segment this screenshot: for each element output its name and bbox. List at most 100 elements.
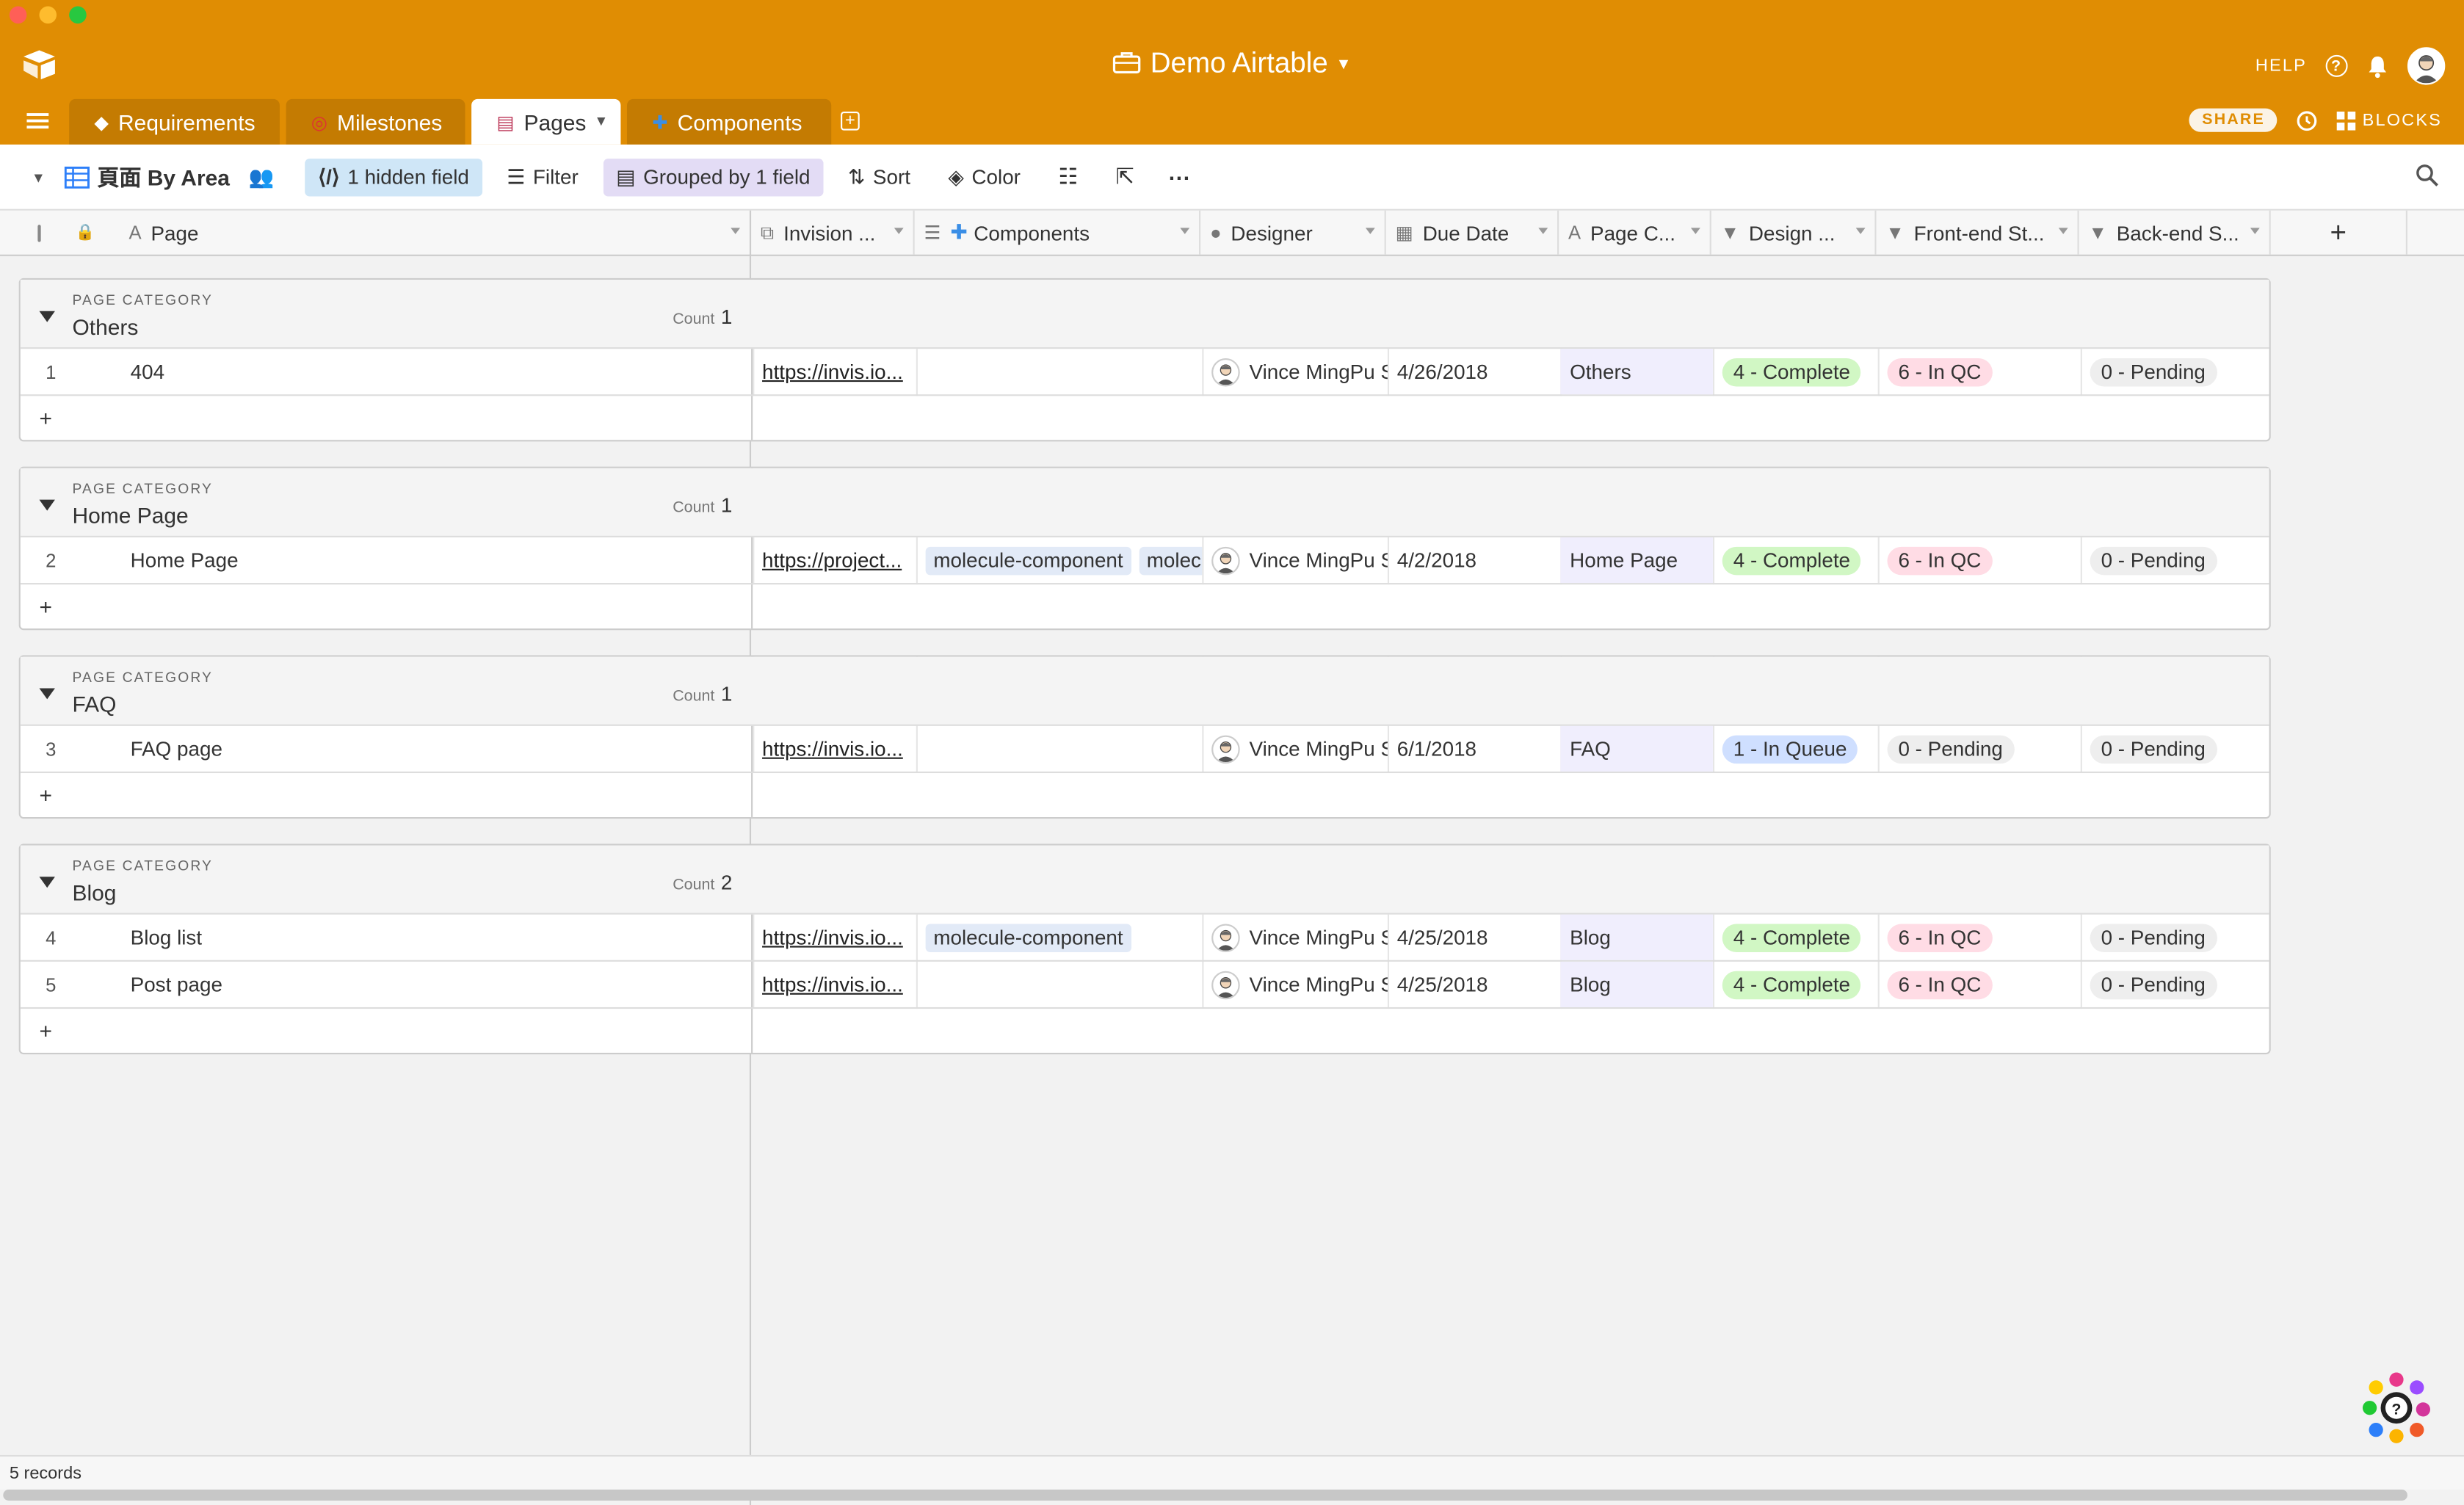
collapse-group-icon[interactable]	[39, 688, 55, 700]
column-menu-icon[interactable]	[2250, 228, 2260, 234]
column-menu-icon[interactable]	[1690, 228, 1700, 234]
invision-link[interactable]: https://invis.io...	[762, 736, 903, 761]
column-menu-icon[interactable]	[2058, 228, 2068, 234]
add-record-icon[interactable]: +	[39, 782, 53, 808]
column-menu-icon[interactable]	[1180, 228, 1190, 234]
cell-designer[interactable]: Vince MingPu Shao	[1202, 915, 1388, 960]
column-menu-icon[interactable]	[1855, 228, 1866, 234]
add-record-icon[interactable]: +	[39, 1018, 53, 1044]
view-switcher[interactable]: 頁面 By Area	[61, 158, 242, 195]
hamburger-menu-icon[interactable]	[26, 112, 49, 131]
group-header[interactable]: PAGE CATEGORY Others Count 1	[20, 279, 2269, 349]
row-height-icon[interactable]: ☷	[1058, 163, 1079, 189]
select-all-checkbox[interactable]	[37, 223, 41, 242]
cell-invision[interactable]: https://invis.io...	[753, 349, 916, 394]
collapse-group-icon[interactable]	[39, 499, 55, 511]
tab-requirements[interactable]: ◆ Requirements	[69, 98, 280, 145]
add-record-row[interactable]: +	[21, 773, 2269, 817]
collapse-group-icon[interactable]	[39, 311, 55, 322]
component-chip[interactable]: molecule-component	[1139, 545, 1203, 575]
cell-frontend[interactable]: 0 - Pending	[1878, 726, 2081, 772]
sort-button[interactable]: ⇅ Sort	[836, 158, 923, 195]
column-menu-icon[interactable]	[1365, 228, 1375, 234]
airtable-logo-icon[interactable]	[22, 48, 57, 80]
maximize-window-button[interactable]	[69, 6, 87, 24]
cell-page[interactable]: 404	[121, 349, 753, 394]
filter-button[interactable]: ☰ Filter	[494, 158, 591, 195]
component-chip[interactable]: molecule-component	[925, 923, 1131, 951]
group-header[interactable]: PAGE CATEGORY FAQ Count 1	[20, 656, 2269, 726]
invision-link[interactable]: https://invis.io...	[762, 360, 903, 384]
cell-design[interactable]: 4 - Complete	[1713, 962, 1878, 1007]
tab-pages[interactable]: ▤ Pages ▼	[471, 98, 621, 145]
cell-invision[interactable]: https://project...	[753, 537, 916, 583]
cell-designer[interactable]: Vince MingPu Shao	[1202, 349, 1388, 394]
search-icon[interactable]	[2416, 164, 2439, 187]
cell-components[interactable]	[916, 962, 1203, 1007]
cell-components[interactable]	[916, 726, 1203, 772]
cell-category[interactable]: Home Page	[1560, 537, 1713, 584]
group-header[interactable]: PAGE CATEGORY Blog Count 2	[20, 845, 2269, 915]
cell-invision[interactable]: https://invis.io...	[753, 726, 916, 772]
cell-category[interactable]: Blog	[1560, 961, 1713, 1007]
history-icon[interactable]	[2297, 109, 2319, 131]
collaborators-icon[interactable]: 👥	[248, 164, 275, 188]
cell-backend[interactable]: 0 - Pending	[2081, 537, 2272, 583]
invision-link[interactable]: https://invis.io...	[762, 925, 903, 949]
table-row[interactable]: 1 404 https://invis.io... Vince MingPu Shao…	[20, 349, 2272, 396]
cell-page[interactable]: Blog list	[121, 915, 753, 960]
user-avatar[interactable]	[2407, 47, 2446, 85]
add-record-icon[interactable]: +	[39, 594, 53, 620]
cell-page[interactable]: Home Page	[121, 537, 753, 583]
column-header-backend-status[interactable]: ▼ Back-end S...	[2079, 210, 2271, 255]
column-menu-icon[interactable]	[1538, 228, 1548, 234]
invision-link[interactable]: https://project...	[762, 548, 902, 573]
help-icon[interactable]: ?	[2325, 54, 2348, 77]
column-header-designer[interactable]: ● Designer	[1200, 210, 1386, 255]
hidden-fields-button[interactable]: ⟨/⟩ 1 hidden field	[305, 158, 482, 196]
add-record-row[interactable]: +	[21, 1009, 2269, 1053]
cell-category[interactable]: FAQ	[1560, 725, 1713, 772]
column-header-frontend-status[interactable]: ▼ Front-end St...	[1877, 210, 2079, 255]
cell-frontend[interactable]: 6 - In QC	[1878, 962, 2081, 1007]
group-button[interactable]: ▤ Grouped by 1 field	[604, 158, 823, 196]
column-header-due-date[interactable]: ▦ Due Date	[1386, 210, 1559, 255]
cell-due[interactable]: 6/1/2018	[1388, 726, 1560, 772]
cell-page[interactable]: FAQ page	[121, 726, 753, 772]
minimize-window-button[interactable]	[39, 6, 57, 24]
group-header[interactable]: PAGE CATEGORY Home Page Count 1	[20, 468, 2269, 537]
column-header-page[interactable]: A Page	[120, 210, 752, 255]
cell-backend[interactable]: 0 - Pending	[2081, 915, 2272, 960]
cell-design[interactable]: 4 - Complete	[1713, 349, 1878, 394]
help-widget-icon[interactable]: ?	[2357, 1371, 2435, 1443]
cell-designer[interactable]: Vince MingPu Shao	[1202, 726, 1388, 772]
cell-backend[interactable]: 0 - Pending	[2081, 349, 2272, 394]
column-header-invision[interactable]: ⧉ Invision ...	[751, 210, 915, 255]
cell-due[interactable]: 4/2/2018	[1388, 537, 1560, 583]
table-row[interactable]: 3 FAQ page https://invis.io... Vince MingPu…	[20, 725, 2269, 774]
share-view-icon[interactable]: ⇱	[1115, 163, 1134, 189]
add-field-button[interactable]: +	[2271, 210, 2407, 255]
cell-invision[interactable]: https://invis.io...	[753, 962, 916, 1007]
tab-milestones[interactable]: ◎ Milestones	[286, 98, 465, 145]
cell-due[interactable]: 4/25/2018	[1388, 915, 1560, 960]
tab-components[interactable]: ✚ Components	[626, 98, 832, 145]
column-header-page-category[interactable]: A Page C...	[1559, 210, 1711, 255]
add-table-button[interactable]: +	[841, 111, 860, 131]
base-title[interactable]: Demo Airtable ▼	[0, 47, 2464, 80]
cell-category[interactable]: Blog	[1560, 914, 1713, 960]
column-menu-icon[interactable]	[894, 228, 904, 234]
column-header-design-status[interactable]: ▼ Design ...	[1711, 210, 1877, 255]
add-record-icon[interactable]: +	[39, 405, 53, 431]
table-row[interactable]: 2 Home Page https://project... molecule-com…	[20, 537, 2272, 585]
cell-components[interactable]	[916, 349, 1203, 394]
cell-frontend[interactable]: 6 - In QC	[1878, 349, 2081, 394]
cell-design[interactable]: 4 - Complete	[1713, 537, 1878, 583]
component-chip[interactable]: molecule-component	[925, 545, 1131, 575]
cell-due[interactable]: 4/26/2018	[1388, 349, 1560, 394]
cell-design[interactable]: 1 - In Queue	[1713, 726, 1878, 772]
share-button[interactable]: SHARE	[2189, 108, 2278, 132]
add-record-row[interactable]: +	[21, 584, 2269, 628]
horizontal-scrollbar[interactable]	[3, 1490, 2407, 1501]
blocks-button[interactable]: BLOCKS	[2337, 110, 2442, 130]
